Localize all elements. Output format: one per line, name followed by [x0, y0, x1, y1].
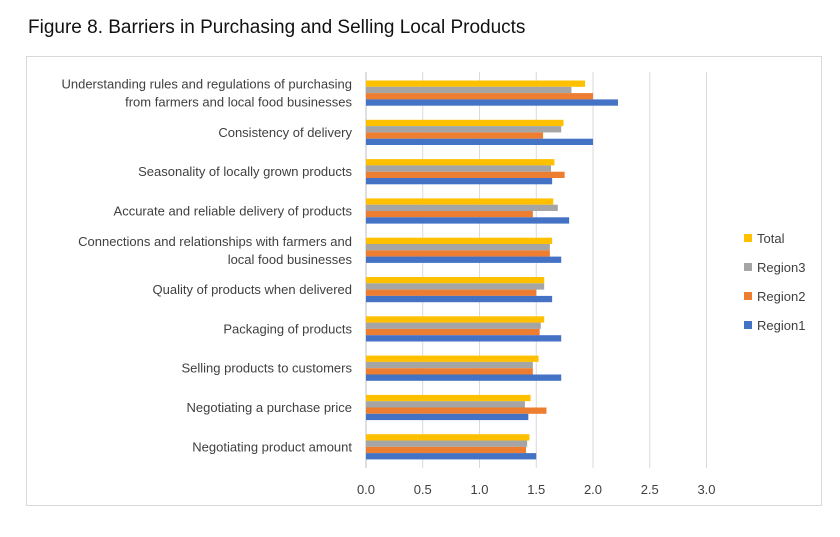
bar-region3 [366, 440, 528, 447]
bar-region1 [366, 138, 593, 145]
category-label: Negotiating a purchase price [187, 400, 353, 415]
x-tick-label: 1.0 [470, 482, 488, 497]
bar-region2 [366, 328, 540, 336]
bar-region3 [366, 283, 545, 290]
category-label: Negotiating product amount [192, 439, 352, 454]
bar-region1 [366, 217, 570, 224]
bar-region2 [366, 132, 544, 139]
x-tick-label: 1.5 [527, 482, 545, 497]
bar-region1 [366, 374, 562, 381]
bar-region2 [366, 93, 593, 100]
x-tick-label: 2.0 [584, 482, 602, 497]
bar-total [366, 277, 545, 284]
bar-region3 [366, 361, 533, 369]
bar-region3 [366, 322, 541, 329]
category-label: Understanding rules and regulations of p… [61, 77, 352, 92]
category-label: Seasonality of locally grown products [138, 164, 352, 179]
bar-total [366, 119, 564, 127]
bar-region2 [366, 250, 550, 257]
bar-region3 [366, 165, 551, 172]
bar-region2 [366, 446, 527, 454]
legend-label-region3: Region3 [757, 260, 805, 275]
category-label: local food businesses [228, 252, 353, 267]
category-label: Accurate and reliable delivery of produc… [114, 204, 353, 219]
bar-region2 [366, 211, 533, 218]
bar-region2 [366, 289, 537, 296]
bar-total [366, 237, 553, 244]
bar-region1 [366, 453, 537, 460]
legend-label-total: Total [757, 231, 785, 246]
legend: Total Region3 Region2 Region1 [744, 231, 805, 333]
bar-region3 [366, 126, 562, 133]
bar-region2 [366, 171, 565, 178]
legend-label-region1: Region1 [757, 318, 805, 333]
bar-total [366, 316, 545, 323]
legend-label-region2: Region2 [757, 289, 805, 304]
figure-title: Figure 8. Barriers in Purchasing and Sel… [28, 17, 526, 38]
bar-total [366, 80, 586, 87]
category-label: Connections and relationships with farme… [78, 234, 352, 249]
category-label: Quality of products when delivered [153, 282, 352, 297]
x-tick-label: 0.5 [414, 482, 432, 497]
category-label: Packaging of products [223, 321, 352, 336]
category-label: from farmers and local food businesses [125, 95, 352, 110]
legend-swatch-region1 [744, 321, 752, 329]
bar-total [366, 434, 530, 441]
bar-region1 [366, 256, 562, 263]
bar-region1 [366, 178, 553, 185]
bar-region3 [366, 204, 558, 211]
bars [366, 80, 618, 460]
legend-swatch-region2 [744, 292, 752, 300]
bar-region1 [366, 99, 618, 106]
chart-frame [26, 56, 822, 506]
category-label: Consistency of delivery [218, 125, 352, 140]
bar-region1 [366, 335, 562, 342]
x-tick-labels: 0.0 0.5 1.0 1.5 2.0 2.5 3.0 [357, 482, 716, 497]
bar-total [366, 198, 554, 205]
category-label: Selling products to customers [181, 361, 352, 376]
category-labels: Understanding rules and regulations of p… [61, 77, 352, 455]
bar-region1 [366, 413, 529, 421]
bar-region3 [366, 244, 550, 251]
bar-total [366, 394, 531, 402]
legend-swatch-total [744, 234, 752, 242]
x-tick-label: 2.5 [641, 482, 659, 497]
bar-region3 [366, 86, 572, 94]
bar-region2 [366, 368, 533, 375]
bar-region1 [366, 295, 553, 303]
bar-total [366, 159, 555, 166]
legend-swatch-region3 [744, 263, 752, 271]
x-tick-label: 0.0 [357, 482, 375, 497]
x-tick-label: 3.0 [697, 482, 715, 497]
bar-total [366, 355, 539, 362]
bar-region3 [366, 401, 525, 408]
bar-region2 [366, 407, 547, 414]
